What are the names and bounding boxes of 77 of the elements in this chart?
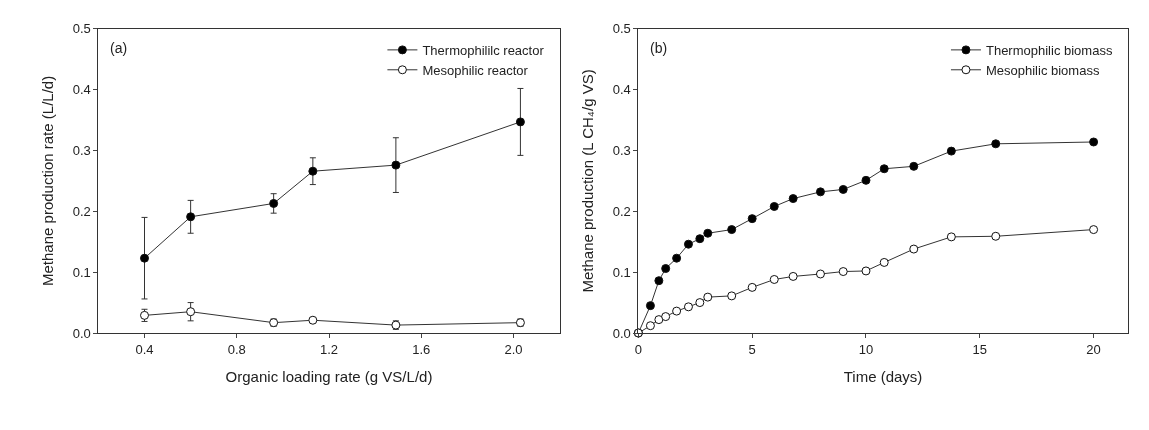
point — [788, 194, 798, 204]
point — [683, 239, 693, 249]
x-tick-label: 2.0 — [504, 341, 523, 357]
y-tick-label: 0.3 — [612, 143, 631, 159]
y-tick-label: 0.0 — [612, 325, 631, 341]
x-tick-label: 10 — [858, 341, 874, 357]
point — [727, 225, 737, 235]
y-tick-label: 0.2 — [72, 203, 91, 219]
x-tick-label: 20 — [1086, 341, 1101, 357]
legend-label: Mesophilic reactor — [422, 62, 529, 78]
y-tick-label: 0.5 — [72, 21, 91, 37]
y-tick-label: 0.5 — [612, 21, 631, 37]
point — [269, 198, 279, 208]
point — [695, 298, 705, 308]
point — [140, 253, 150, 263]
x-tick-label: 0.4 — [135, 341, 154, 357]
y-axis-title: Methane production (L CH₄/g VS) — [578, 69, 596, 293]
point — [909, 161, 919, 171]
point — [703, 292, 713, 302]
point — [991, 139, 1001, 149]
x-tick-label: 0 — [634, 341, 642, 357]
point — [788, 271, 798, 281]
point — [946, 232, 956, 242]
y-tick-label: 0.2 — [612, 203, 631, 219]
point — [672, 306, 682, 316]
point — [645, 321, 655, 331]
legend-label: Thermophililc reactor — [422, 42, 545, 58]
x-axis-title: Time (days) — [843, 367, 923, 385]
x-tick-label: 1.6 — [412, 341, 431, 357]
point — [861, 266, 871, 276]
point — [946, 146, 956, 156]
point — [186, 307, 196, 317]
point — [879, 257, 889, 267]
point — [645, 301, 655, 311]
point — [683, 302, 693, 312]
annotation: (a) — [110, 40, 128, 56]
point — [991, 231, 1001, 241]
point — [672, 253, 682, 263]
y-tick-label: 0.4 — [72, 82, 91, 98]
legend-label: Thermophilic biomass — [985, 42, 1113, 58]
point — [861, 175, 871, 185]
point — [703, 228, 713, 238]
point — [879, 164, 889, 174]
y-axis-title: Methane production rate (L/L/d) — [38, 75, 56, 286]
legend-label: Mesophilic biomass — [985, 62, 1100, 78]
x-tick-label: 1.2 — [319, 341, 339, 357]
x-axis-title: Organic loading rate (g VS/L/d) — [225, 367, 433, 385]
point — [815, 187, 825, 197]
annotation: (b) — [650, 40, 668, 56]
point — [769, 201, 779, 211]
x-tick-label: 5 — [748, 341, 756, 357]
y-tick-label: 0.4 — [612, 82, 631, 98]
y-tick-label: 0.1 — [72, 264, 91, 280]
point — [1089, 137, 1099, 147]
point — [661, 312, 671, 322]
y-tick-label: 0.3 — [72, 143, 91, 159]
x-tick-label: 0.8 — [227, 341, 246, 357]
point — [654, 315, 664, 325]
point — [695, 234, 705, 244]
y-tick-label: 0.0 — [72, 325, 91, 341]
point — [769, 274, 779, 284]
point — [838, 184, 848, 194]
y-tick-label: 0.1 — [612, 264, 631, 280]
point — [747, 214, 757, 224]
point — [654, 276, 664, 286]
point — [727, 291, 737, 301]
x-tick-label: 15 — [972, 341, 988, 357]
point — [747, 282, 757, 292]
point — [515, 117, 525, 127]
point — [661, 264, 671, 274]
point — [838, 267, 848, 277]
point — [815, 269, 825, 279]
point — [186, 212, 196, 222]
point — [909, 244, 919, 254]
point — [1089, 225, 1099, 235]
point — [308, 166, 318, 176]
point — [391, 160, 401, 170]
